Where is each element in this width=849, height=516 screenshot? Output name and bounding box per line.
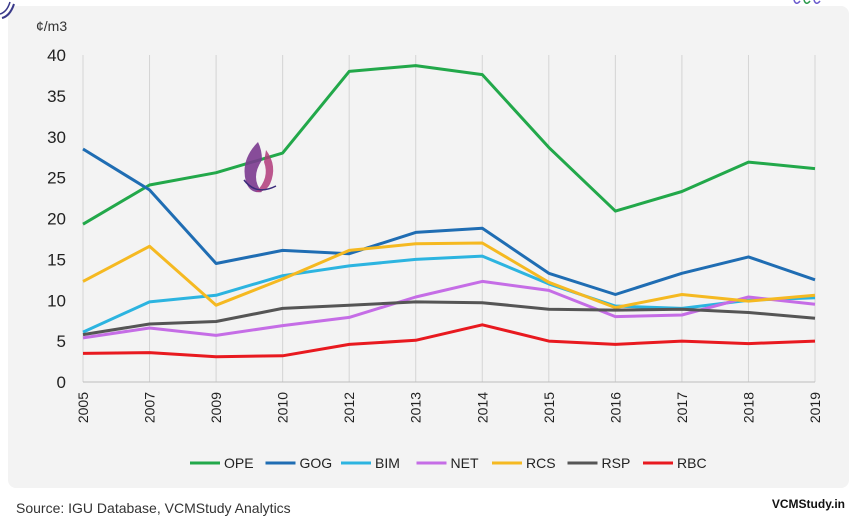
- legend-label-ope: OPE: [224, 455, 254, 471]
- y-tick-30: 30: [47, 128, 66, 147]
- x-tick-2017: 2017: [674, 392, 690, 423]
- swirl-logo-icon: [0, 1, 15, 19]
- x-tick-2010: 2010: [275, 392, 291, 423]
- x-tick-2014: 2014: [474, 392, 490, 423]
- y-tick-20: 20: [47, 210, 66, 229]
- x-tick-2018: 2018: [740, 392, 756, 423]
- legend-label-rcs: RCS: [526, 455, 556, 471]
- y-tick-5: 5: [57, 332, 66, 351]
- x-tick-2007: 2007: [142, 392, 158, 423]
- y-tick-15: 15: [47, 250, 66, 269]
- grid-lines: [82, 55, 816, 383]
- x-tick-2016: 2016: [607, 392, 623, 423]
- series-line-gog: [82, 147, 816, 296]
- line-chart: 0 5 10 15 20 25 30 35 40 2005 2007 2009 2010 2012 201…: [36, 18, 823, 471]
- x-tick-2005: 2005: [75, 392, 91, 423]
- y-axis-label: ¢/m3: [36, 18, 67, 34]
- x-tick-2015: 2015: [541, 392, 557, 423]
- brand-logo-icon: [793, 0, 821, 4]
- y-tick-25: 25: [47, 169, 66, 188]
- brand-label: VCMStudy.in: [771, 497, 845, 511]
- legend: OPE GOG BIM NET RCS RSP RBC: [190, 455, 707, 471]
- series-line-rsp: [82, 300, 816, 337]
- x-tick-2019: 2019: [807, 392, 823, 423]
- series-line-net: [82, 279, 816, 340]
- y-tick-10: 10: [47, 291, 66, 310]
- y-tick-0: 0: [57, 373, 66, 392]
- legend-label-net: NET: [451, 455, 479, 471]
- series-line-rcs: [82, 241, 816, 310]
- legend-label-rbc: RBC: [677, 455, 707, 471]
- series-lines: [82, 64, 816, 359]
- y-tick-40: 40: [47, 46, 66, 65]
- y-axis-ticks: 0 5 10 15 20 25 30 35 40: [47, 46, 66, 392]
- x-tick-2012: 2012: [341, 392, 357, 423]
- series-line-rbc: [82, 323, 816, 359]
- x-tick-2013: 2013: [408, 392, 424, 423]
- legend-label-gog: GOG: [300, 455, 333, 471]
- x-axis-ticks: 2005 2007 2009 2010 2012 2013 2014 2015 2016 2017…: [75, 392, 823, 423]
- x-tick-2009: 2009: [208, 392, 224, 423]
- flame-logo-icon: [243, 142, 277, 193]
- legend-label-bim: BIM: [375, 455, 400, 471]
- legend-label-rsp: RSP: [602, 455, 631, 471]
- source-note: Source: IGU Database, VCMStudy Analytics: [16, 500, 291, 516]
- series-line-ope: [82, 64, 816, 226]
- y-tick-35: 35: [47, 87, 66, 106]
